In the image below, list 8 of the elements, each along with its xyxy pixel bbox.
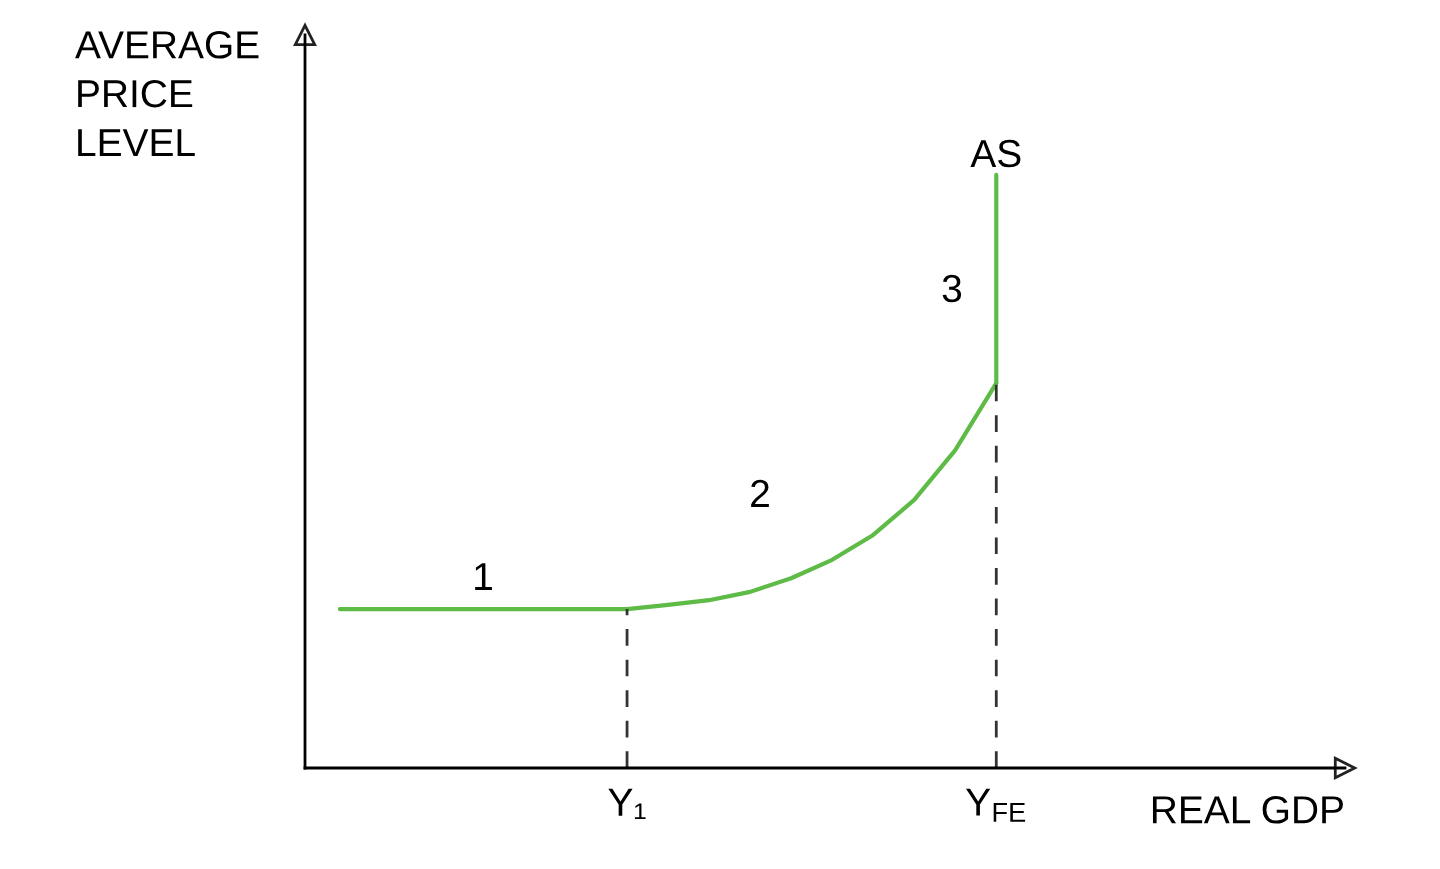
annotation: 3 — [942, 274, 962, 303]
x-axis-title: REAL GDP — [1152, 796, 1343, 824]
x-tick-label: Y$_{FE}$ — [966, 788, 1026, 822]
annotation: 2 — [751, 479, 769, 507]
annotation: AS — [970, 139, 1021, 168]
x-tick-label: Y₁ — [608, 788, 646, 819]
annotation: 1 — [475, 563, 492, 590]
y-axis-title: AVERAGE PRICE LEVEL — [75, 31, 259, 157]
